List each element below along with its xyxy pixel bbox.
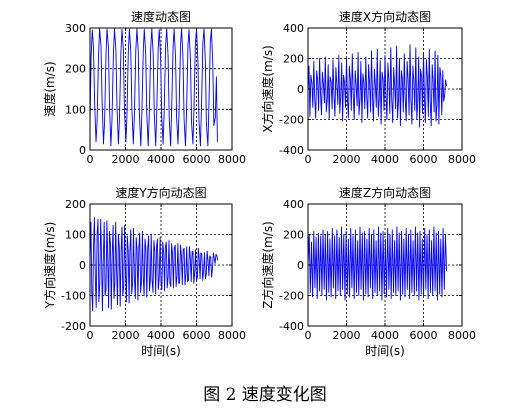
y-tick-label: 300 — [65, 22, 86, 35]
x-tick-label: 2000 — [333, 329, 361, 342]
x-axis-label: 时间(s) — [141, 344, 181, 358]
chart-title: 速度X方向动态图 — [339, 9, 431, 24]
x-tick-label: 0 — [305, 153, 312, 166]
y-tick-label: 100 — [65, 229, 86, 242]
y-tick-label: 200 — [65, 63, 86, 76]
y-tick-label: -100 — [61, 290, 86, 303]
y-tick-label: 200 — [65, 198, 86, 211]
x-tick-label: 6000 — [410, 329, 438, 342]
y-axis-label: Z方向速度(m/s) — [260, 221, 275, 309]
y-tick-label: 400 — [283, 198, 304, 211]
series-line-1 — [89, 217, 219, 312]
y-tick-label: 0 — [79, 144, 86, 157]
x-tick-label: 6000 — [183, 153, 211, 166]
x-tick-label: 2000 — [112, 329, 140, 342]
x-tick-label: 2000 — [333, 153, 361, 166]
x-tick-label: 0 — [87, 153, 94, 166]
y-tick-label: 100 — [65, 103, 86, 116]
series-line-1 — [307, 44, 448, 128]
x-tick-label: 8000 — [448, 329, 476, 342]
y-axis-label: 速度(m/s) — [42, 61, 57, 116]
x-tick-label: 0 — [305, 329, 312, 342]
y-axis-label: Y方向速度(m/s) — [42, 222, 57, 310]
y-axis-label: X方向速度(m/s) — [260, 45, 275, 133]
chart-title: 速度Y方向动态图 — [115, 185, 206, 200]
x-tick-label: 8000 — [218, 153, 246, 166]
x-tick-label: 4000 — [371, 329, 399, 342]
y-tick-label: -200 — [61, 320, 86, 333]
x-tick-label: 0 — [87, 329, 94, 342]
chart-title: 速度Z方向动态图 — [339, 185, 431, 200]
chart-panel-3: 0 2000 4000 6000 8000 -200 -100 0 100 200 速度Y方向动态图… — [42, 185, 246, 342]
y-tick-label: -400 — [279, 320, 304, 333]
y-tick-label: -200 — [279, 290, 304, 303]
x-tick-label: 4000 — [371, 153, 399, 166]
x-axis-label: 时间(s) — [365, 344, 405, 358]
chart-panel-2: 0 2000 4000 6000 8000 -400 -200 0 200 400 速度X方向动态图… — [260, 9, 476, 166]
figure-caption: 图 2 速度变化图 — [203, 385, 327, 405]
y-tick-label: -200 — [279, 114, 304, 127]
x-tick-label: 6000 — [183, 329, 211, 342]
y-tick-label: 0 — [297, 83, 304, 96]
chart-panel-4: 0 2000 4000 6000 8000 -400 -200 0 200 400 速度Z方向动态图… — [260, 185, 476, 342]
y-tick-label: 200 — [283, 53, 304, 66]
x-tick-label: 4000 — [147, 153, 175, 166]
x-tick-label: 2000 — [112, 153, 140, 166]
x-tick-label: 8000 — [218, 329, 246, 342]
series-line-1 — [89, 28, 218, 147]
y-tick-label: 0 — [79, 259, 86, 272]
y-tick-label: -400 — [279, 144, 304, 157]
y-tick-label: 0 — [297, 259, 304, 272]
x-tick-label: 8000 — [448, 153, 476, 166]
y-tick-label: 400 — [283, 22, 304, 35]
x-tick-label: 6000 — [410, 153, 438, 166]
y-tick-label: 200 — [283, 229, 304, 242]
chart-title: 速度动态图 — [131, 9, 191, 24]
series-line-1 — [307, 226, 448, 301]
x-tick-label: 4000 — [147, 329, 175, 342]
